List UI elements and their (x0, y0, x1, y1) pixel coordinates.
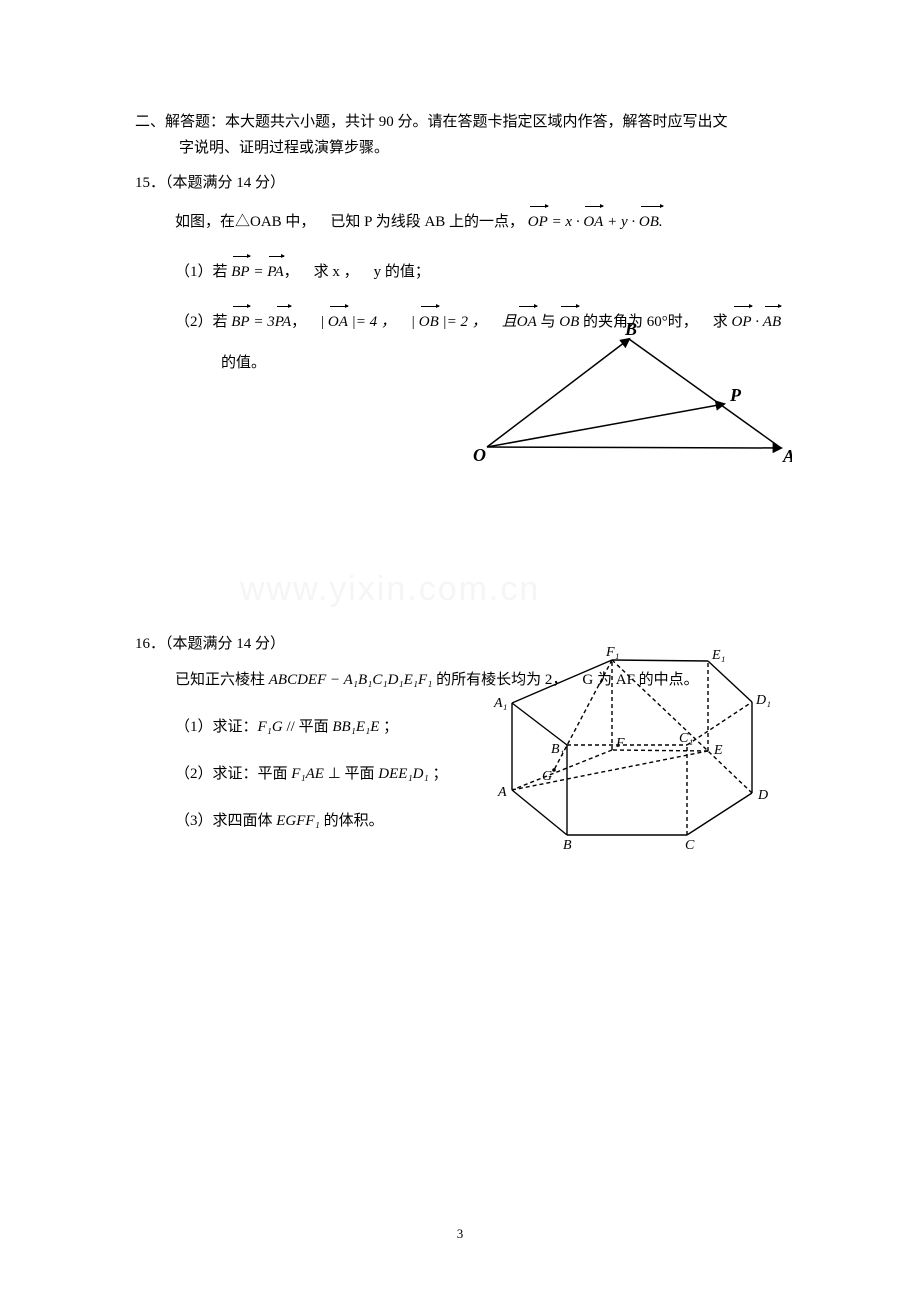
vec-PA-2: PA (275, 306, 291, 336)
problem-16-sub2: （2）求证：平面 F₁AE ⊥ 平面 DEE₁D₁ ； (175, 761, 785, 788)
svg-text:A: A (782, 446, 792, 466)
problem-16-header: 16．（本题满分 14 分） (135, 632, 785, 653)
vec-OB-label: OB. (639, 214, 663, 230)
problem-16-stem: 已知正六棱柱 ABCDEF − A₁B₁C₁D₁E₁F₁ 的所有棱长均为 2， … (175, 667, 785, 694)
vec-PA-label: PA (267, 264, 283, 280)
p16-sub3-label: （3）求四面体 (175, 813, 276, 829)
eq-x: = x · (548, 214, 584, 230)
p16-sub2-perp: ⊥ 平面 (324, 766, 378, 782)
watermark: www.yixin.com.cn (240, 570, 540, 609)
vec-OA-2-label: OA (328, 314, 348, 330)
problem-15-number: 15． (135, 175, 165, 191)
vec-OB-2: OB (419, 306, 439, 336)
triangle-diagram: O A B P (467, 322, 792, 467)
p15-sub2-eq: = 3 (250, 314, 275, 330)
p16-sub2-p2: DEE₁D₁ (378, 766, 428, 782)
vec-OA: OA (583, 206, 603, 236)
problem-16-sub3: （3）求四面体 EGFF₁ 的体积。 (175, 808, 785, 835)
p16-sub2-label: （2）求证：平面 (175, 766, 291, 782)
p15-sub2-rest: 的值。 (221, 355, 266, 371)
p15-sub1-label: （1）若 (175, 264, 228, 280)
section-header: 二、解答题：本大题共六小题，共计 90 分。请在答题卡指定区域内作答，解答时应写… (135, 110, 785, 161)
problem-16-body: 已知正六棱柱 ABCDEF − A₁B₁C₁D₁E₁F₁ 的所有棱长均为 2， … (135, 667, 785, 835)
vec-OP-label: OP (528, 214, 548, 230)
vec-OB-2-label: OB (419, 314, 439, 330)
problem-16-sub1: （1）求证：F₁G // 平面 BB₁E₁E ； (175, 714, 785, 741)
vec-PA: PA (267, 256, 283, 286)
problem-16: 16．（本题满分 14 分） 已知正六棱柱 ABCDEF − A₁B₁C₁D₁E… (135, 632, 785, 835)
vec-OB: OB. (639, 206, 663, 236)
problem-16-points: （本题满分 14 分） (165, 636, 285, 652)
p16-sub2-p1: F₁AE (291, 766, 324, 782)
p15-sub2-label: （2）若 (175, 314, 228, 330)
triangle-svg: O A B P (467, 322, 792, 467)
prism-top-name: A₁B₁C₁D₁E₁F₁ (344, 672, 433, 688)
problem-15-header: 15．（本题满分 14 分） (135, 171, 785, 192)
page-number: 3 (0, 1226, 920, 1242)
section-header-line1: 二、解答题：本大题共六小题，共计 90 分。请在答题卡指定区域内作答，解答时应写… (135, 114, 728, 130)
svg-text:O: O (473, 445, 486, 465)
p15-sub2-v1: |= 4 ， | (348, 314, 419, 330)
p16-stem-rest: 的所有棱长均为 2， G 为 AF 的中点。 (432, 672, 698, 688)
p16-sub1-f1g: F₁G (258, 719, 283, 735)
p16-sub1-label: （1）求证： (175, 719, 258, 735)
p15-sub1-rest: ， 求 x ， y 的值； (284, 264, 430, 280)
problem-15-points: （本题满分 14 分） (165, 175, 285, 191)
vec-BP: BP (231, 256, 249, 286)
eq-y: + y · (603, 214, 639, 230)
prism-dash: − (326, 672, 343, 688)
p16-sub3-rest: 的体积。 (320, 813, 384, 829)
vec-BP-label: BP (231, 264, 249, 280)
prism-base-name: ABCDEF (269, 672, 327, 688)
p16-sub1-plane: BB₁E₁E (332, 719, 379, 735)
problem-15-stem: 如图，在△OAB 中， 已知 P 为线段 AB 上的一点， OP = x · O… (175, 206, 785, 236)
p16-sub3-t: EGFF₁ (276, 813, 320, 829)
vec-OA-2: OA (328, 306, 348, 336)
p15-sub2-c1: ， | (291, 314, 328, 330)
p16-sub2-semi: ； (429, 766, 448, 782)
svg-text:B: B (563, 838, 572, 853)
problem-16-number: 16． (135, 636, 165, 652)
p16-stem-pre: 已知正六棱柱 (175, 672, 269, 688)
svg-text:B: B (624, 322, 637, 339)
problem-15-sub1: （1）若 BP = PA， 求 x ， y 的值； (175, 256, 785, 286)
p15-sub1-eq: = (250, 264, 268, 280)
svg-text:P: P (729, 385, 742, 405)
vec-OA-label: OA (583, 214, 603, 230)
vec-OP: OP (528, 206, 548, 236)
problem-15-stem-prefix: 如图，在△OAB 中， 已知 P 为线段 AB 上的一点， (175, 214, 524, 230)
vec-BP-2: BP (231, 306, 249, 336)
vec-PA-2-label: PA (275, 314, 291, 330)
section-header-line2: 字说明、证明过程或演算步骤。 (135, 136, 785, 162)
svg-text:C: C (685, 838, 695, 853)
p16-sub1-par: // 平面 (283, 719, 333, 735)
p16-sub1-semi: ； (379, 719, 398, 735)
vec-BP-2-label: BP (231, 314, 249, 330)
